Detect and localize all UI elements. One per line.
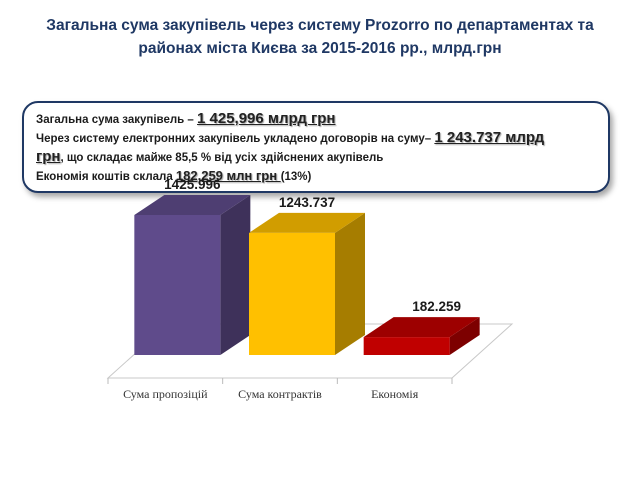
- bar-side: [220, 195, 251, 355]
- category-label: Сума пропозіцій: [123, 387, 208, 401]
- chart-category-labels: Сума пропозіцій Сума контрактів Економія: [123, 387, 419, 401]
- bar-value-label: 1425.996: [164, 177, 221, 192]
- title-line-2: районах міста Києва за 2015-2016 рр., мл…: [138, 40, 502, 57]
- summary-savings-percent: (13%): [280, 171, 312, 183]
- bar: [363, 317, 480, 355]
- bar-side: [449, 317, 480, 355]
- bar: [134, 195, 251, 355]
- summary-line-savings: Економія коштів склала 182,259 млн грн (…: [36, 167, 596, 186]
- bar-top: [134, 195, 251, 215]
- summary-contracts-prefix: Через систему електронних закупівель укл…: [36, 133, 435, 145]
- page-title: Загальна сума закупівель через систему P…: [20, 14, 620, 60]
- bar-side: [335, 212, 365, 355]
- bar-front: [134, 215, 221, 355]
- bar-front: [249, 232, 335, 355]
- summary-total-prefix: Загальна сума закупівель –: [36, 114, 198, 126]
- chart-data-labels: 1425.996 1243.737 182.259: [164, 177, 461, 314]
- category-label: Сума контрактів: [238, 387, 322, 401]
- chart-bars: [134, 195, 480, 355]
- summary-contracts-value: 1 243.737 млрд: [434, 129, 545, 146]
- summary-line-contracts: Через систему електронних закупівель укл…: [36, 129, 596, 148]
- summary-total-value: 1 425,996 млрд грн: [197, 110, 336, 127]
- summary-contracts-unit: грн: [36, 148, 61, 165]
- bar-value-label: 1243.737: [279, 195, 335, 210]
- category-label: Економія: [371, 387, 419, 401]
- bar: [249, 212, 365, 355]
- bar-front: [363, 337, 450, 355]
- summary-savings-prefix: Економія коштів склала: [36, 171, 176, 183]
- summary-box: Загальна сума закупівель – 1 425,996 млр…: [22, 101, 610, 193]
- bar-value-label: 182.259: [412, 299, 461, 314]
- summary-line-total: Загальна сума закупівель – 1 425,996 млр…: [36, 110, 596, 129]
- title-line-1: Загальна сума закупівель через систему P…: [46, 17, 594, 34]
- summary-line-share: грн, що складає майже 85,5 % від усіх зд…: [36, 148, 596, 167]
- bar-top: [363, 317, 480, 338]
- summary-share-text: , що складає майже 85,5 % від усіх здійс…: [60, 152, 384, 164]
- summary-savings-value: 182,259 млн грн: [175, 168, 281, 183]
- bar-top: [249, 212, 365, 233]
